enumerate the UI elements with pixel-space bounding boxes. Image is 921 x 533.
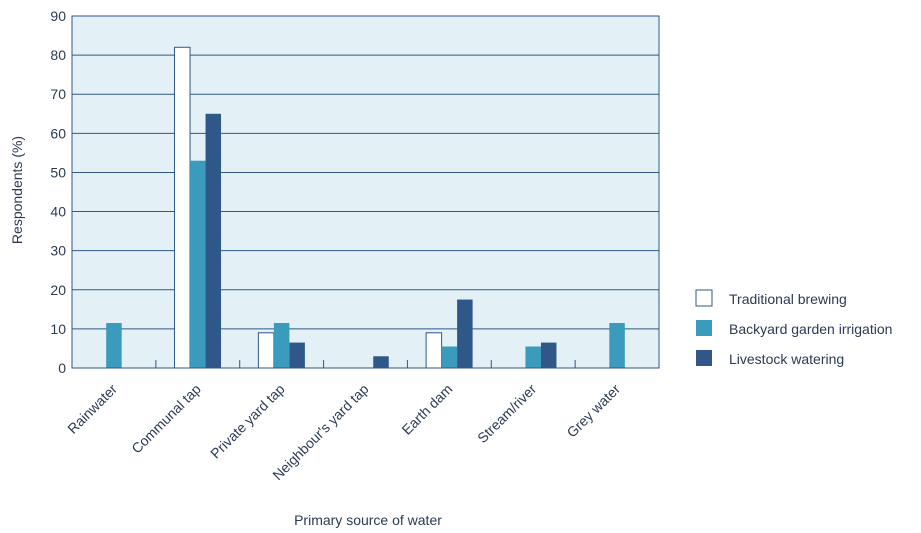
x-tick-label: Grey water xyxy=(563,381,623,441)
legend-swatch xyxy=(696,320,712,336)
x-tick-label: Private yard tap xyxy=(207,381,288,462)
y-tick-label: 60 xyxy=(50,125,66,141)
legend-swatch xyxy=(695,289,713,307)
plot-area xyxy=(72,16,659,368)
legend-label: Livestock watering xyxy=(729,351,844,367)
bar xyxy=(273,323,290,368)
bar xyxy=(289,342,305,368)
bar xyxy=(205,113,222,369)
bar xyxy=(425,332,443,369)
bar xyxy=(457,299,473,368)
x-tick-label: Stream/river xyxy=(474,381,539,446)
plot-background xyxy=(72,16,659,368)
bar xyxy=(441,346,458,368)
legend-label: Traditional brewing xyxy=(729,291,847,307)
bar xyxy=(257,332,275,369)
y-tick-label: 70 xyxy=(50,86,66,102)
x-axis-title: Primary source of water xyxy=(294,512,442,528)
bar xyxy=(174,46,191,369)
y-axis-title: Respondents (%) xyxy=(9,136,25,244)
x-tick-label: Communal tap xyxy=(128,381,204,457)
axes xyxy=(71,15,660,369)
bar xyxy=(190,160,206,368)
x-tick-label: Earth dam xyxy=(398,381,455,438)
y-tick-labels: 0 10 20 30 40 50 60 70 80 90 xyxy=(50,8,66,376)
y-tick-label: 50 xyxy=(50,164,66,180)
y-tick-label: 80 xyxy=(50,47,66,63)
y-tick-label: 40 xyxy=(50,204,66,220)
bar xyxy=(373,356,389,368)
legend-label: Backyard garden irrigation xyxy=(729,321,892,337)
y-tick-label: 10 xyxy=(50,321,66,337)
plot-frame xyxy=(71,15,660,369)
legend: Traditional brewing Backyard garden irrig… xyxy=(695,289,892,367)
y-tick-label: 0 xyxy=(58,360,66,376)
bar xyxy=(525,346,541,368)
y-tick-label: 90 xyxy=(50,8,66,24)
x-tick-labels: Rainwater Communal tap Private yard tapNei… xyxy=(64,381,623,484)
x-tick-label: Neighbour's yard tap xyxy=(269,381,372,484)
x-tick-label: Rainwater xyxy=(64,381,120,437)
bar xyxy=(609,323,625,368)
y-tick-label: 30 xyxy=(50,243,66,259)
legend-swatch xyxy=(696,350,712,366)
bar xyxy=(540,342,557,368)
y-tick-label: 20 xyxy=(50,282,66,298)
bar xyxy=(106,323,122,368)
